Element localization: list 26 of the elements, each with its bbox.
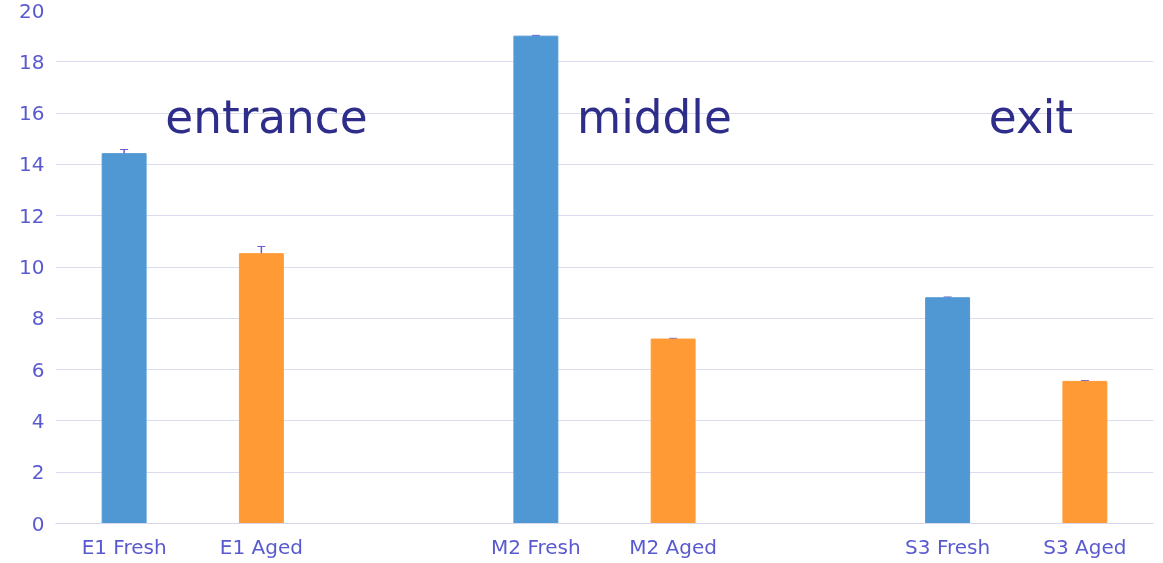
y-tick-label: 14 xyxy=(19,152,45,177)
bar xyxy=(1062,380,1108,524)
y-tick-label: 8 xyxy=(31,306,45,331)
y-tick-label: 0 xyxy=(31,511,45,536)
y-tick-label: 10 xyxy=(19,255,45,279)
y-tick-label: 12 xyxy=(19,203,45,228)
annotation: entrance xyxy=(165,90,368,144)
y-tick-label: 20 xyxy=(19,0,45,23)
y-tick-label: 2 xyxy=(31,460,45,485)
x-tick-label: M2 Aged xyxy=(629,534,717,559)
x-tick-label: S3 Aged xyxy=(1043,534,1127,559)
y-tick-label: 6 xyxy=(31,357,45,382)
annotation: middle xyxy=(577,90,732,144)
bar xyxy=(513,35,559,524)
bar xyxy=(925,297,971,524)
x-tick-label: S3 Fresh xyxy=(905,534,991,559)
x-tick-label: M2 Fresh xyxy=(491,534,581,559)
bar xyxy=(101,153,147,524)
y-tick-label: 16 xyxy=(19,101,45,126)
bar xyxy=(650,338,696,524)
y-tick-label: 4 xyxy=(31,408,45,433)
x-tick-label: E1 Fresh xyxy=(81,534,167,559)
annotation: exit xyxy=(988,90,1074,144)
bar xyxy=(238,253,284,524)
x-tick-label: E1 Aged xyxy=(219,534,303,559)
y-tick-label: 18 xyxy=(19,49,45,74)
